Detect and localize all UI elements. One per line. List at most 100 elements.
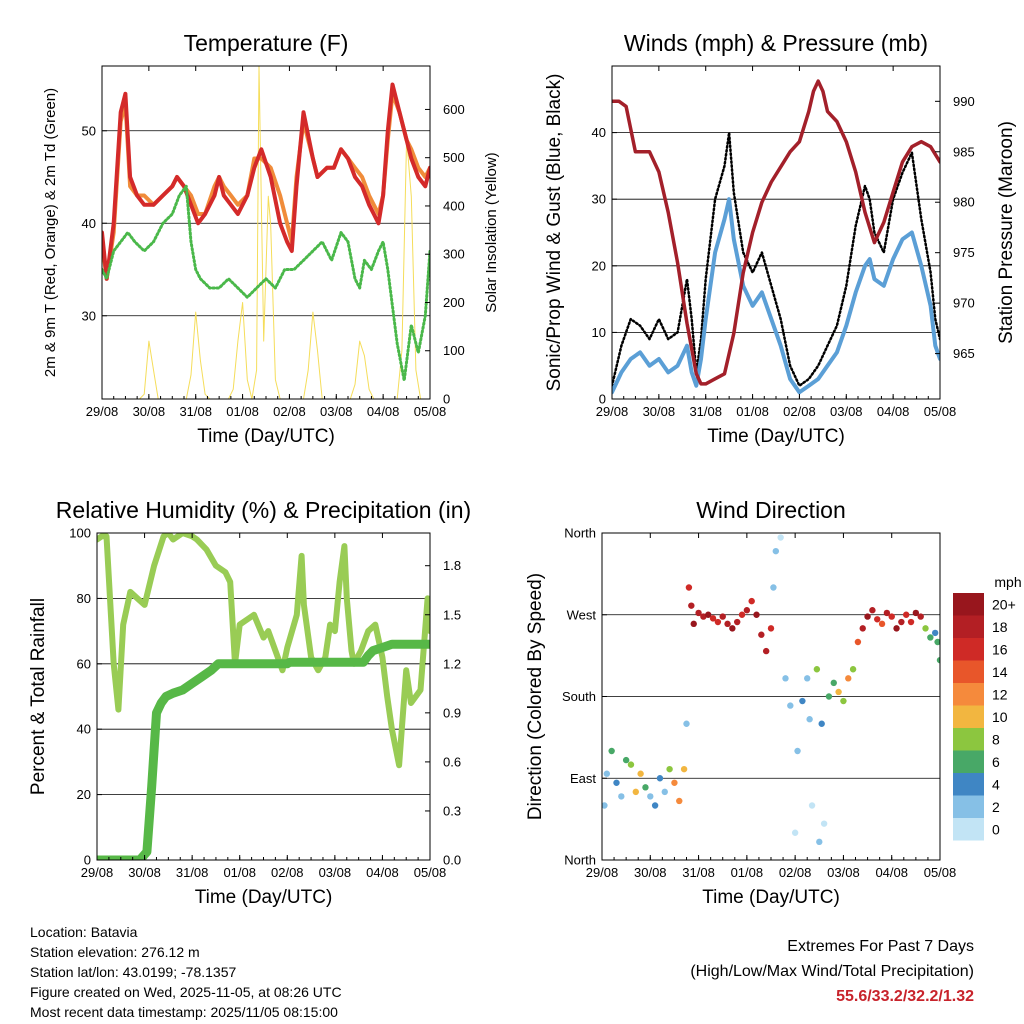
colorbar-label: 4 [992, 776, 1000, 792]
direction-point [618, 793, 625, 800]
chart-title: Relative Humidity (%) & Precipitation (i… [56, 497, 471, 523]
plot-frame [611, 65, 941, 400]
x-tick-label: 05/08 [924, 865, 957, 880]
x-tick-label: 29/08 [596, 404, 629, 419]
x-tick-label: 31/08 [176, 865, 209, 880]
colorbar-label: 18 [992, 619, 1008, 635]
y-right-tick-label: 100 [443, 343, 465, 358]
latlon-text: Station lat/lon: 43.0199; -78.1357 [30, 964, 237, 980]
direction-point [888, 613, 895, 620]
station-info: Location: Batavia Station elevation: 276… [30, 922, 342, 1022]
direction-point [767, 625, 775, 632]
direction-point [825, 693, 833, 700]
direction-point [719, 613, 726, 620]
y-tick-label: 50 [82, 123, 96, 138]
direction-point [661, 788, 668, 796]
direction-point [632, 788, 639, 796]
x-tick-label: 02/08 [273, 404, 306, 419]
x-tick-label: 04/08 [367, 404, 400, 419]
y-right-tick-label: 400 [443, 198, 465, 213]
y-tick-label: 100 [69, 526, 91, 541]
elevation-text: Station elevation: 276.12 m [30, 944, 200, 960]
colorbar-swatch [953, 818, 984, 841]
colorbar-swatch [953, 705, 984, 728]
direction-point [869, 607, 876, 614]
colorbar-label: 6 [992, 754, 1000, 770]
direction-point [608, 747, 615, 755]
y-right-tick-label: 970 [953, 296, 975, 311]
y-right-tick-label: 985 [953, 144, 975, 159]
direction-point [748, 597, 755, 605]
y-right-tick-label: 975 [953, 245, 975, 260]
colorbar-swatch [953, 795, 984, 818]
direction-point [934, 638, 940, 646]
x-tick-label: 03/08 [830, 404, 863, 419]
direction-point [794, 747, 801, 755]
y-right-tick-label: 980 [953, 195, 975, 210]
x-tick-label: 02/08 [779, 865, 812, 880]
direction-point [622, 756, 630, 764]
direction-point [818, 720, 825, 727]
direction-point [690, 620, 697, 628]
direction-point [705, 611, 712, 618]
x-tick-label: 03/08 [827, 865, 860, 880]
direction-point [782, 675, 789, 682]
colorbar-label: 2 [992, 799, 1000, 815]
colorbar-swatch [953, 683, 984, 706]
colorbar-swatch [953, 615, 984, 638]
direction-point [642, 784, 649, 791]
y-tick-label: 10 [592, 325, 606, 340]
direction-point [753, 611, 760, 618]
y-axis-label: Direction (Colored By Speed) [525, 573, 546, 820]
panel-temperature: 29/08 30/08 31/08 01/08 02/08 03/08 04/08 05/08… [42, 30, 500, 447]
extremes-box: Extremes For Past 7 Days (High/Low/Max W… [690, 934, 974, 1009]
y-axis-right-label: Solar Insolation (Yellow) [483, 152, 500, 312]
x-tick-label: 29/08 [86, 404, 119, 419]
direction-point [680, 765, 688, 773]
y-right-tick-label: 0.0 [443, 853, 461, 868]
x-tick-label: 03/08 [319, 865, 352, 880]
direction-point [883, 609, 891, 617]
direction-point [743, 607, 751, 614]
direction-point [683, 720, 690, 727]
x-tick-label: 31/08 [682, 865, 715, 880]
x-tick-label: 05/08 [414, 865, 447, 880]
plot-area [602, 534, 940, 846]
direction-point [922, 625, 929, 632]
direction-point [878, 620, 886, 628]
direction-point [602, 802, 608, 809]
direction-point [738, 611, 746, 618]
extremes-subtitle: (High/Low/Max Wind/Total Precipitation) [690, 963, 974, 980]
x-tick-label: 30/08 [128, 865, 161, 880]
direction-point [927, 634, 934, 641]
direction-point [893, 625, 900, 632]
y-axis-label: Percent & Total Rainfall [28, 598, 49, 795]
y-tick-label: 0 [84, 853, 91, 868]
y-right-tick-label: 1.5 [443, 607, 461, 622]
direction-point [762, 647, 770, 655]
direction-point [804, 675, 811, 682]
x-tick-label: 04/08 [877, 404, 910, 419]
colorbar-label: 12 [992, 686, 1008, 702]
location-text: Location: Batavia [30, 924, 138, 940]
direction-point [603, 770, 611, 777]
y-right-tick-label: 1.8 [443, 558, 461, 573]
y-axis-label: 2m & 9m T (Red, Orange) & 2m Td (Green) [42, 88, 59, 377]
y-right-tick-label: 0.6 [443, 754, 461, 769]
extremes-values: 55.6/33.2/32.2/1.32 [836, 988, 974, 1005]
y-tick-label: 20 [592, 258, 606, 273]
y-tick-label: West [567, 607, 597, 622]
colorbar-swatch [953, 593, 984, 616]
direction-point [874, 616, 881, 623]
y-tick-label: 20 [77, 787, 91, 802]
x-tick-label: 31/08 [179, 404, 212, 419]
panel-winds: 29/08 30/08 31/08 01/08 02/08 03/08 04/08 05/08… [544, 30, 1017, 447]
x-axis-label: Time (Day/UTC) [702, 887, 840, 908]
direction-point [627, 761, 635, 768]
direction-point [917, 613, 924, 620]
x-tick-label: 04/08 [366, 865, 399, 880]
series-pressure [612, 79, 940, 386]
y-tick-label: 60 [77, 656, 91, 671]
recent-data-text: Most recent data timestamp: 2025/11/05 0… [30, 1004, 338, 1020]
